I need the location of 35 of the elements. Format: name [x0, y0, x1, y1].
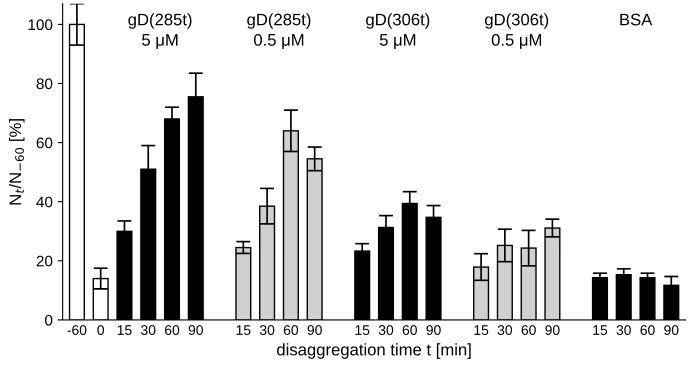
- annotation: gD(306t) 0.5 μM: [485, 13, 548, 49]
- x-tick-label: -60: [67, 325, 86, 335]
- x-tick-label: 90: [188, 325, 203, 335]
- x-tick-label: 30: [260, 325, 274, 335]
- x-axis-title: disaggregation time t [min]: [277, 343, 471, 359]
- x-tick-label: 90: [426, 325, 441, 335]
- x-tick-label: 0: [97, 325, 104, 335]
- x-tick-label: 15: [474, 325, 488, 335]
- y-axis-title: N$_{t}$/N$_{−60}$ [%]: [8, 119, 25, 204]
- x-tick-label: 90: [545, 325, 560, 335]
- y-tick-label: 80: [36, 78, 52, 90]
- x-tick-label: 90: [308, 325, 322, 335]
- x-tick-label: 30: [378, 325, 394, 335]
- x-tick-label: 90: [664, 325, 678, 335]
- y-tick-label: 20: [36, 256, 52, 267]
- x-tick-label: 60: [284, 325, 298, 335]
- x-tick-label: 15: [593, 325, 608, 335]
- x-tick-label: 30: [498, 325, 512, 335]
- x-tick-label: 60: [640, 325, 655, 335]
- y-tick-label: 0: [45, 314, 52, 326]
- x-tick-label: 30: [616, 325, 631, 335]
- annotation: gD(285t) 5 μM: [128, 13, 192, 49]
- y-tick-label: 60: [36, 137, 52, 148]
- x-tick-label: 15: [356, 325, 370, 335]
- x-tick-label: 15: [236, 325, 250, 335]
- x-tick-label: 60: [402, 325, 417, 335]
- x-tick-label: 15: [118, 325, 132, 335]
- annotation: BSA: [620, 14, 652, 26]
- annotation: gD(285t) 0.5 μM: [247, 13, 310, 49]
- x-tick-label: 30: [141, 325, 156, 335]
- y-tick-label: 100: [28, 19, 52, 30]
- annotation: gD(306t) 5 μM: [366, 13, 430, 49]
- x-tick-label: 60: [164, 325, 180, 335]
- y-tick-label: 40: [36, 196, 52, 208]
- x-tick-label: 60: [522, 325, 536, 335]
